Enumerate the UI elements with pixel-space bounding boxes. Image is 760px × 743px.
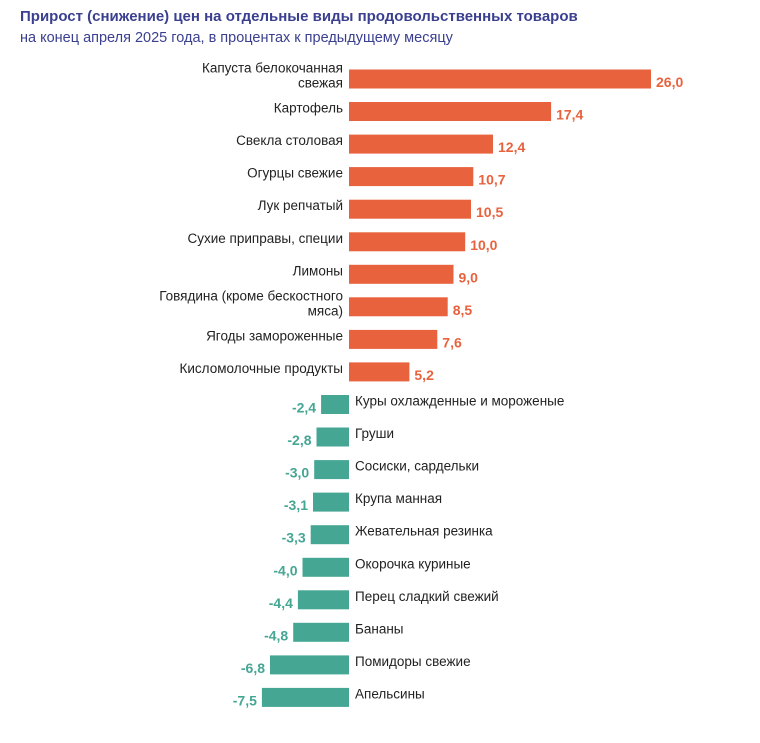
bar <box>297 590 349 610</box>
category-label: Кисломолочные продукты <box>180 361 343 376</box>
category-label-line: мяса) <box>308 303 343 318</box>
category-label: Куры охлажденные и мороженые <box>355 394 564 409</box>
category-label-line: свежая <box>298 76 343 91</box>
bar <box>314 460 349 480</box>
category-label: Помидоры свежие <box>355 654 471 669</box>
bar <box>316 427 349 447</box>
bar <box>293 622 349 642</box>
category-label: Говядина (кроме бескостного мяса) <box>159 288 343 318</box>
category-label-line: Ягоды замороженные <box>206 328 343 343</box>
bar <box>349 362 410 382</box>
value-label: -6,8 <box>241 660 265 676</box>
category-label: Груши <box>355 426 394 441</box>
category-label-line: Груши <box>355 426 394 441</box>
category-label-line: Говядина (кроме бескостного <box>159 288 343 303</box>
bar <box>349 134 493 154</box>
category-label: Жевательная резинка <box>355 524 493 539</box>
category-label: Свекла столовая <box>236 133 343 148</box>
bar <box>302 557 349 577</box>
category-label-line: Капуста белокочанная <box>202 61 343 76</box>
value-label: -4,0 <box>273 562 297 578</box>
value-label: 17,4 <box>556 107 583 123</box>
bar <box>349 297 448 317</box>
category-label: Лук репчатый <box>258 198 343 213</box>
chart-subtitle: на конец апреля 2025 года, в процентах к… <box>20 30 453 46</box>
category-label: Апельсины <box>355 686 425 701</box>
bar <box>349 329 438 349</box>
category-label-line: Картофель <box>274 101 343 116</box>
value-label: 12,4 <box>498 139 525 155</box>
bar <box>349 69 651 89</box>
chart-title: Прирост (снижение) цен на отдельные виды… <box>20 8 578 25</box>
value-label: -2,4 <box>292 400 316 416</box>
value-label: 10,7 <box>478 172 505 188</box>
category-label-line: Сосиски, сардельки <box>355 459 479 474</box>
category-label: Огурцы свежие <box>247 166 343 181</box>
category-label-line: Свекла столовая <box>236 133 343 148</box>
category-label-line: Перец сладкий свежий <box>355 589 499 604</box>
bar <box>349 199 471 219</box>
bar <box>349 102 552 121</box>
bar <box>313 492 349 512</box>
bar <box>310 525 349 545</box>
category-label: Крупа манная <box>355 491 442 506</box>
category-label: Бананы <box>355 621 404 636</box>
value-label: 9,0 <box>459 269 479 285</box>
value-label: 10,5 <box>476 204 503 220</box>
category-label: Лимоны <box>293 263 343 278</box>
category-label: Сухие приправы, специи <box>188 231 344 246</box>
category-label: Картофель <box>274 101 343 116</box>
category-label-line: Окорочка куриные <box>355 556 471 571</box>
value-label: 7,6 <box>442 334 462 350</box>
category-label-line: Куры охлажденные и мороженые <box>355 394 564 409</box>
category-label-line: Кисломолочные продукты <box>180 361 343 376</box>
category-label-line: Жевательная резинка <box>355 524 493 539</box>
value-label: -2,8 <box>287 432 311 448</box>
category-label-line: Помидоры свежие <box>355 654 471 669</box>
category-label-line: Апельсины <box>355 686 425 701</box>
value-label: 8,5 <box>453 302 473 318</box>
value-label: -3,3 <box>282 530 306 546</box>
bar <box>349 232 466 252</box>
value-label: -4,4 <box>269 595 293 611</box>
category-label: Окорочка куриные <box>355 556 471 571</box>
value-label: 26,0 <box>656 74 683 90</box>
category-label-line: Лук репчатый <box>258 198 343 213</box>
category-label-line: Огурцы свежие <box>247 166 343 181</box>
category-label-line: Крупа манная <box>355 491 442 506</box>
value-label: 10,0 <box>470 237 497 253</box>
category-label: Перец сладкий свежий <box>355 589 499 604</box>
value-label: 5,2 <box>414 367 434 383</box>
value-label: -4,8 <box>264 627 288 643</box>
category-label-line: Бананы <box>355 621 404 636</box>
value-label: -3,0 <box>285 465 309 481</box>
bar <box>349 167 474 187</box>
bar <box>261 687 349 707</box>
value-label: -7,5 <box>233 692 257 708</box>
category-label: Капуста белокочанная свежая <box>202 61 343 91</box>
category-label-line: Лимоны <box>293 263 343 278</box>
bar <box>270 655 349 675</box>
bar <box>321 395 349 414</box>
category-label-line: Сухие приправы, специи <box>188 231 344 246</box>
category-label: Сосиски, сардельки <box>355 459 479 474</box>
bar <box>349 264 454 284</box>
value-label: -3,1 <box>284 497 308 513</box>
category-label: Ягоды замороженные <box>206 328 343 343</box>
